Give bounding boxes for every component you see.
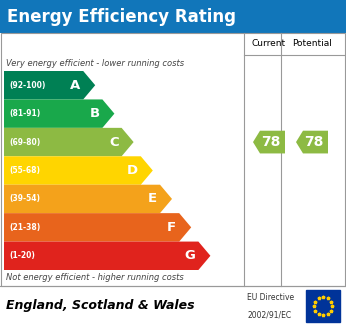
- Text: Potential: Potential: [292, 39, 332, 49]
- Bar: [1, 33, 345, 286]
- Text: C: C: [109, 136, 119, 149]
- Bar: [0, 0, 346, 33]
- Polygon shape: [4, 71, 95, 99]
- Text: (69-80): (69-80): [9, 138, 40, 147]
- Text: (81-91): (81-91): [9, 109, 40, 118]
- Text: Current: Current: [252, 39, 286, 49]
- Text: A: A: [70, 79, 80, 92]
- Polygon shape: [4, 128, 134, 156]
- Polygon shape: [4, 213, 191, 242]
- Polygon shape: [4, 242, 210, 270]
- Polygon shape: [296, 131, 328, 154]
- Text: F: F: [167, 221, 176, 234]
- Text: D: D: [127, 164, 138, 177]
- Text: B: B: [89, 107, 99, 120]
- Text: EU Directive: EU Directive: [247, 293, 294, 302]
- Text: (21-38): (21-38): [9, 223, 40, 232]
- Text: (1-20): (1-20): [9, 251, 35, 260]
- Bar: [306, 290, 340, 322]
- Text: (55-68): (55-68): [9, 166, 40, 175]
- Polygon shape: [4, 99, 115, 128]
- Polygon shape: [253, 131, 285, 154]
- Text: G: G: [184, 249, 195, 262]
- Text: Energy Efficiency Rating: Energy Efficiency Rating: [7, 7, 236, 25]
- Text: 2002/91/EC: 2002/91/EC: [247, 310, 291, 319]
- Text: (39-54): (39-54): [9, 194, 40, 203]
- Polygon shape: [4, 185, 172, 213]
- Text: E: E: [148, 192, 157, 205]
- Text: Very energy efficient - lower running costs: Very energy efficient - lower running co…: [6, 58, 184, 67]
- Text: 78: 78: [261, 135, 281, 149]
- Text: Not energy efficient - higher running costs: Not energy efficient - higher running co…: [6, 274, 184, 283]
- Text: (92-100): (92-100): [9, 81, 45, 90]
- Text: England, Scotland & Wales: England, Scotland & Wales: [6, 300, 194, 313]
- Polygon shape: [4, 156, 153, 185]
- Bar: [0, 286, 346, 326]
- Text: 78: 78: [304, 135, 324, 149]
